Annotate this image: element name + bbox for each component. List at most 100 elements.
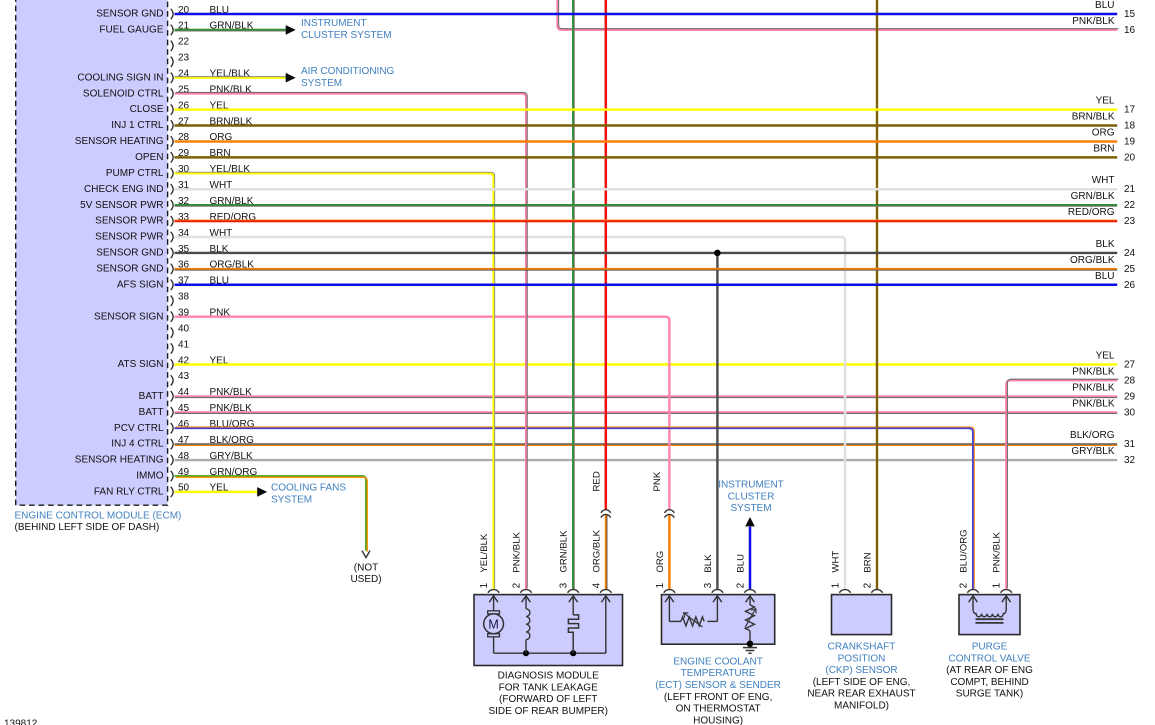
- svg-text:ENGINE CONTROL MODULE (ECM): ENGINE CONTROL MODULE (ECM): [15, 510, 182, 521]
- svg-text:GRN/ORG: GRN/ORG: [210, 467, 258, 478]
- svg-text:SENSOR PWR: SENSOR PWR: [95, 232, 163, 243]
- svg-text:BRN: BRN: [210, 148, 231, 159]
- svg-text:(BEHIND LEFT SIDE OF DASH): (BEHIND LEFT SIDE OF DASH): [15, 522, 160, 533]
- svg-text:49: 49: [178, 467, 190, 478]
- svg-text:22: 22: [178, 37, 190, 48]
- svg-text:18: 18: [1124, 121, 1136, 132]
- svg-text:AFS SIGN: AFS SIGN: [117, 279, 164, 290]
- svg-text:(CKP) SENSOR: (CKP) SENSOR: [825, 665, 897, 676]
- svg-text:RED: RED: [591, 471, 602, 491]
- svg-text:BLK: BLK: [703, 554, 714, 573]
- svg-text:26: 26: [1124, 280, 1136, 291]
- svg-text:32: 32: [1124, 455, 1136, 466]
- svg-text:SYSTEM: SYSTEM: [730, 503, 771, 514]
- svg-text:YEL: YEL: [1096, 350, 1115, 361]
- svg-text:PNK/BLK: PNK/BLK: [210, 84, 253, 95]
- svg-text:(FORWARD OF LEFT: (FORWARD OF LEFT: [499, 694, 597, 705]
- svg-text:WHT: WHT: [1092, 175, 1115, 186]
- svg-text:37: 37: [178, 276, 190, 287]
- svg-text:AIR CONDITIONING: AIR CONDITIONING: [301, 66, 395, 77]
- svg-text:29: 29: [178, 148, 190, 159]
- svg-text:30: 30: [178, 164, 190, 175]
- svg-text:29: 29: [1124, 391, 1136, 402]
- svg-text:BATT: BATT: [139, 407, 164, 418]
- svg-text:COMPT, BEHIND: COMPT, BEHIND: [950, 677, 1028, 688]
- svg-text:BLU: BLU: [210, 5, 229, 16]
- svg-text:2: 2: [512, 582, 523, 588]
- svg-text:1: 1: [479, 582, 490, 588]
- svg-text:28: 28: [178, 132, 190, 143]
- svg-text:CONTROL VALVE: CONTROL VALVE: [948, 653, 1030, 664]
- svg-text:28: 28: [1124, 375, 1136, 386]
- svg-text:15: 15: [1124, 9, 1136, 20]
- svg-text:PUMP CTRL: PUMP CTRL: [106, 168, 164, 179]
- svg-text:139812: 139812: [4, 719, 38, 725]
- svg-text:(NOT: (NOT: [354, 562, 378, 573]
- svg-text:(ECT) SENSOR & SENDER: (ECT) SENSOR & SENDER: [655, 680, 781, 691]
- svg-text:SENSOR HEATING: SENSOR HEATING: [75, 136, 164, 147]
- svg-text:CLOSE: CLOSE: [130, 104, 164, 115]
- svg-text:PNK/BLK: PNK/BLK: [210, 403, 253, 414]
- svg-text:1: 1: [655, 582, 666, 588]
- svg-text:GRN/BLK: GRN/BLK: [1071, 191, 1115, 202]
- svg-text:24: 24: [178, 69, 190, 80]
- svg-text:45: 45: [178, 403, 190, 414]
- svg-text:26: 26: [178, 100, 190, 111]
- svg-text:BLU/ORG: BLU/ORG: [210, 419, 255, 430]
- svg-text:MANIFOLD): MANIFOLD): [834, 701, 889, 712]
- svg-text:RED/ORG: RED/ORG: [1068, 207, 1115, 218]
- svg-text:42: 42: [178, 355, 190, 366]
- svg-text:17: 17: [1124, 105, 1136, 116]
- svg-text:48: 48: [178, 451, 190, 462]
- svg-text:2: 2: [736, 582, 747, 588]
- svg-text:PCV CTRL: PCV CTRL: [114, 423, 164, 434]
- svg-text:SENSOR PWR: SENSOR PWR: [95, 216, 163, 227]
- svg-text:SENSOR GND: SENSOR GND: [96, 263, 163, 274]
- svg-text:ENGINE COOLANT: ENGINE COOLANT: [673, 656, 762, 667]
- svg-text:1: 1: [831, 582, 842, 588]
- svg-text:44: 44: [178, 387, 190, 398]
- svg-text:31: 31: [1124, 439, 1136, 450]
- svg-text:POSITION: POSITION: [838, 653, 886, 664]
- svg-text:PNK: PNK: [652, 471, 663, 491]
- svg-text:WHT: WHT: [831, 551, 842, 573]
- svg-text:PNK/BLK: PNK/BLK: [1072, 398, 1115, 409]
- svg-text:WHT: WHT: [210, 228, 233, 239]
- svg-text:2: 2: [959, 582, 970, 588]
- svg-text:PNK/BLK: PNK/BLK: [1072, 382, 1115, 393]
- svg-text:PNK/BLK: PNK/BLK: [210, 387, 253, 398]
- svg-text:CHECK ENG IND: CHECK ENG IND: [84, 184, 163, 195]
- svg-text:ATS SIGN: ATS SIGN: [118, 359, 164, 370]
- svg-text:SENSOR SIGN: SENSOR SIGN: [94, 311, 163, 322]
- svg-text:FAN RLY CTRL: FAN RLY CTRL: [94, 487, 164, 498]
- svg-text:DIAGNOSIS MODULE: DIAGNOSIS MODULE: [498, 671, 599, 682]
- svg-text:25: 25: [178, 84, 190, 95]
- svg-text:IMMO: IMMO: [136, 471, 163, 482]
- svg-text:BLU: BLU: [210, 276, 229, 287]
- svg-text:SURGE TANK): SURGE TANK): [956, 689, 1023, 700]
- svg-text:27: 27: [178, 116, 190, 127]
- svg-text:GRN/BLK: GRN/BLK: [210, 196, 254, 207]
- svg-text:ORG/BLK: ORG/BLK: [1070, 255, 1115, 266]
- svg-text:PNK/BLK: PNK/BLK: [512, 531, 523, 572]
- svg-text:43: 43: [178, 371, 190, 382]
- svg-text:INSTRUMENT: INSTRUMENT: [301, 18, 367, 29]
- svg-text:2: 2: [863, 582, 874, 588]
- svg-text:YEL: YEL: [210, 100, 229, 111]
- svg-text:INJ 4 CTRL: INJ 4 CTRL: [111, 439, 164, 450]
- svg-text:(LEFT FRONT OF ENG,: (LEFT FRONT OF ENG,: [664, 692, 773, 703]
- svg-text:GRN/BLK: GRN/BLK: [559, 530, 570, 573]
- svg-text:4: 4: [591, 582, 602, 588]
- svg-text:33: 33: [178, 212, 190, 223]
- svg-text:GRY/BLK: GRY/BLK: [210, 451, 253, 462]
- svg-text:CRANKSHAFT: CRANKSHAFT: [828, 642, 896, 653]
- svg-text:YEL/BLK: YEL/BLK: [210, 164, 251, 175]
- svg-text:YEL/BLK: YEL/BLK: [210, 69, 251, 80]
- svg-text:30: 30: [1124, 407, 1136, 418]
- svg-text:FOR TANK LEAKAGE: FOR TANK LEAKAGE: [499, 682, 598, 693]
- svg-text:BLK: BLK: [210, 244, 229, 255]
- svg-text:GRY/BLK: GRY/BLK: [1071, 446, 1114, 457]
- svg-text:16: 16: [1124, 25, 1136, 36]
- svg-text:20: 20: [1124, 152, 1136, 163]
- svg-text:25: 25: [1124, 264, 1136, 275]
